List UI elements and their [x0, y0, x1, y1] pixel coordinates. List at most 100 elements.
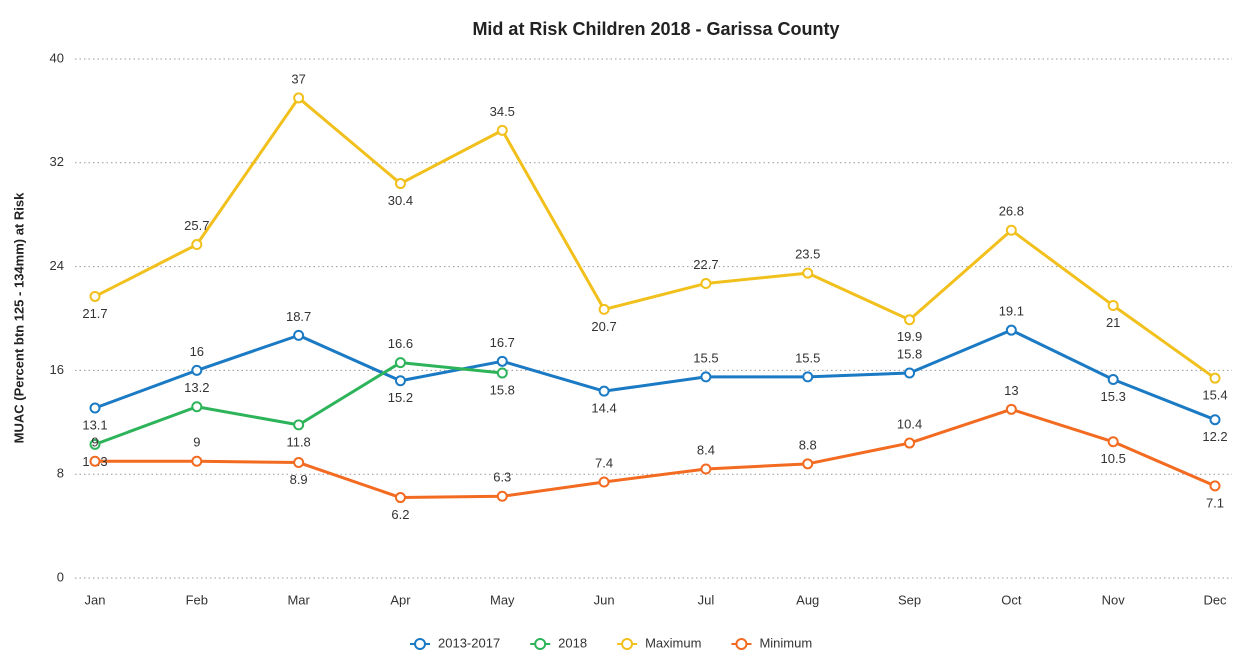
data-label: 23.5: [795, 247, 820, 262]
legend-label: 2013-2017: [438, 635, 500, 650]
point: [904, 437, 916, 449]
point: [191, 364, 203, 376]
legend-label: Maximum: [645, 635, 701, 650]
point: [394, 375, 406, 387]
data-label: 7.1: [1206, 495, 1224, 510]
x-tick-label: Nov: [1102, 592, 1126, 607]
chart-title: Mid at Risk Children 2018 - Garissa Coun…: [472, 19, 839, 39]
point: [293, 419, 305, 431]
point: [598, 476, 610, 488]
point: [1107, 373, 1119, 385]
data-label: 9: [91, 435, 98, 450]
point: [89, 438, 101, 450]
data-label: 7.4: [595, 455, 613, 470]
legend-label: 2018: [558, 635, 587, 650]
data-label: 21: [1106, 315, 1120, 330]
point: [191, 401, 203, 413]
data-label: 10.4: [897, 416, 922, 431]
legend-marker: [735, 638, 748, 650]
data-label: 14.4: [591, 401, 616, 416]
point: [89, 455, 101, 467]
data-label: 13.2: [184, 380, 209, 395]
point: [802, 458, 814, 470]
point: [802, 371, 814, 383]
x-tick-label: May: [490, 592, 515, 607]
data-label: 25.7: [184, 218, 209, 233]
data-label: 15.5: [795, 350, 820, 365]
x-tick-label: Jun: [594, 592, 615, 607]
x-tick-label: Feb: [186, 592, 208, 607]
y-tick-label: 16: [50, 362, 64, 377]
data-label: 30.4: [388, 193, 413, 208]
point: [1005, 224, 1017, 236]
legend-marker: [414, 638, 426, 650]
data-label: 8.8: [799, 437, 817, 452]
x-tick-label: Mar: [287, 592, 310, 607]
y-tick-label: 8: [57, 466, 64, 481]
x-tick-label: Aug: [796, 592, 819, 607]
legend-marker: [534, 638, 547, 650]
series-line: [94, 96, 1216, 380]
point: [802, 267, 814, 279]
point: [700, 371, 712, 383]
data-label: 37: [291, 71, 305, 86]
point: [1209, 414, 1221, 426]
data-label: 20.7: [591, 319, 616, 334]
point: [394, 178, 406, 190]
point: [700, 277, 712, 289]
point: [1107, 300, 1119, 312]
point: [1005, 324, 1017, 336]
point: [89, 402, 101, 414]
data-label: 19.1: [999, 304, 1024, 319]
point: [394, 492, 406, 504]
data-label: 15.5: [693, 350, 718, 365]
data-label: 19.9: [897, 329, 922, 344]
y-tick-label: 40: [50, 50, 64, 65]
point: [496, 355, 508, 367]
data-label: 26.8: [999, 204, 1024, 219]
legend: 2013-2017 2018 Maximum Minimum: [410, 635, 812, 650]
data-label: 16.7: [490, 335, 515, 350]
data-label: 15.2: [388, 390, 413, 405]
series-line: [94, 328, 1216, 422]
data-label: 15.4: [1202, 388, 1227, 403]
point: [293, 329, 305, 341]
point: [904, 367, 916, 379]
point: [1005, 403, 1017, 415]
point: [496, 367, 508, 379]
data-label: 15.3: [1101, 389, 1126, 404]
point: [1209, 372, 1221, 384]
legend-marker: [621, 638, 634, 650]
data-label: 8.9: [290, 472, 308, 487]
data-label: 8.4: [697, 442, 715, 457]
point: [191, 455, 203, 467]
point: [293, 92, 305, 104]
data-label: 12.2: [1202, 429, 1227, 444]
point: [598, 303, 610, 315]
y-axis-title: MUAC (Percent btn 125 - 134mm) at Risk: [11, 192, 26, 443]
x-tick-label: Apr: [390, 592, 411, 607]
point: [394, 357, 406, 369]
data-label: 34.5: [490, 104, 515, 119]
y-tick-label: 32: [50, 154, 64, 169]
x-tick-label: Jul: [698, 592, 715, 607]
point: [904, 314, 916, 326]
data-label: 16: [190, 344, 204, 359]
point: [191, 239, 203, 251]
y-tick-label: 0: [57, 569, 64, 584]
x-tick-label: Sep: [898, 592, 921, 607]
point: [1209, 480, 1221, 492]
point: [700, 463, 712, 475]
data-label: 16.6: [388, 336, 413, 351]
x-tick-label: Jan: [85, 592, 106, 607]
point: [293, 457, 305, 469]
data-label: 13: [1004, 383, 1018, 398]
x-tick-label: Oct: [1001, 592, 1022, 607]
point: [598, 385, 610, 397]
legend-label: Minimum: [759, 635, 812, 650]
data-label: 15.8: [490, 382, 515, 397]
point: [496, 124, 508, 136]
data-label: 22.7: [693, 257, 718, 272]
series-line: [94, 361, 503, 446]
